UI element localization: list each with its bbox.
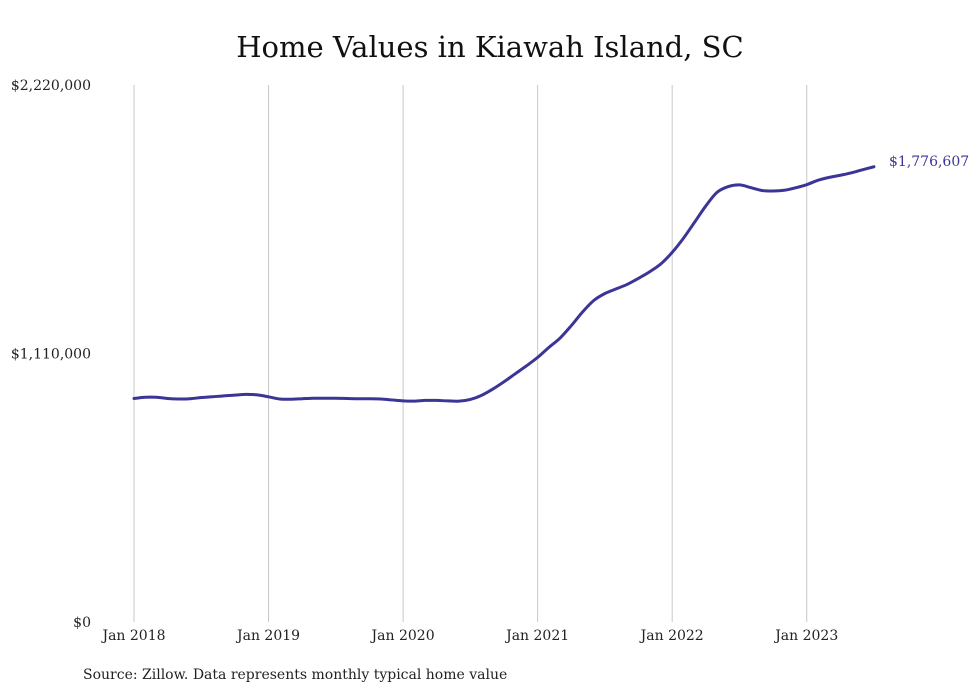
x-tick-label: Jan 2020 bbox=[370, 628, 435, 644]
source-note: Source: Zillow. Data represents monthly … bbox=[83, 667, 508, 683]
y-tick-label: $2,220,000 bbox=[11, 78, 91, 94]
x-tick-label: Jan 2019 bbox=[235, 628, 300, 644]
x-tick-label: Jan 2018 bbox=[100, 628, 165, 644]
end-value-label: $1,776,607 bbox=[889, 154, 969, 170]
chart-title: Home Values in Kiawah Island, SC bbox=[236, 30, 744, 64]
series-layer: $1,776,607 bbox=[132, 154, 969, 403]
y-axis-ticks: $0 $1,110,000 $2,220,000 bbox=[11, 78, 91, 631]
x-axis-ticks: Jan 2018 Jan 2019 Jan 2020 Jan 2021 Jan 2022… bbox=[100, 628, 838, 644]
grid-lines bbox=[133, 85, 808, 622]
x-tick-label: Jan 2023 bbox=[773, 628, 838, 644]
series-line bbox=[132, 165, 876, 403]
y-tick-label: $1,110,000 bbox=[11, 347, 91, 363]
x-tick-label: Jan 2022 bbox=[639, 628, 704, 644]
x-tick-label: Jan 2021 bbox=[504, 628, 569, 644]
y-tick-label: $0 bbox=[73, 615, 91, 631]
